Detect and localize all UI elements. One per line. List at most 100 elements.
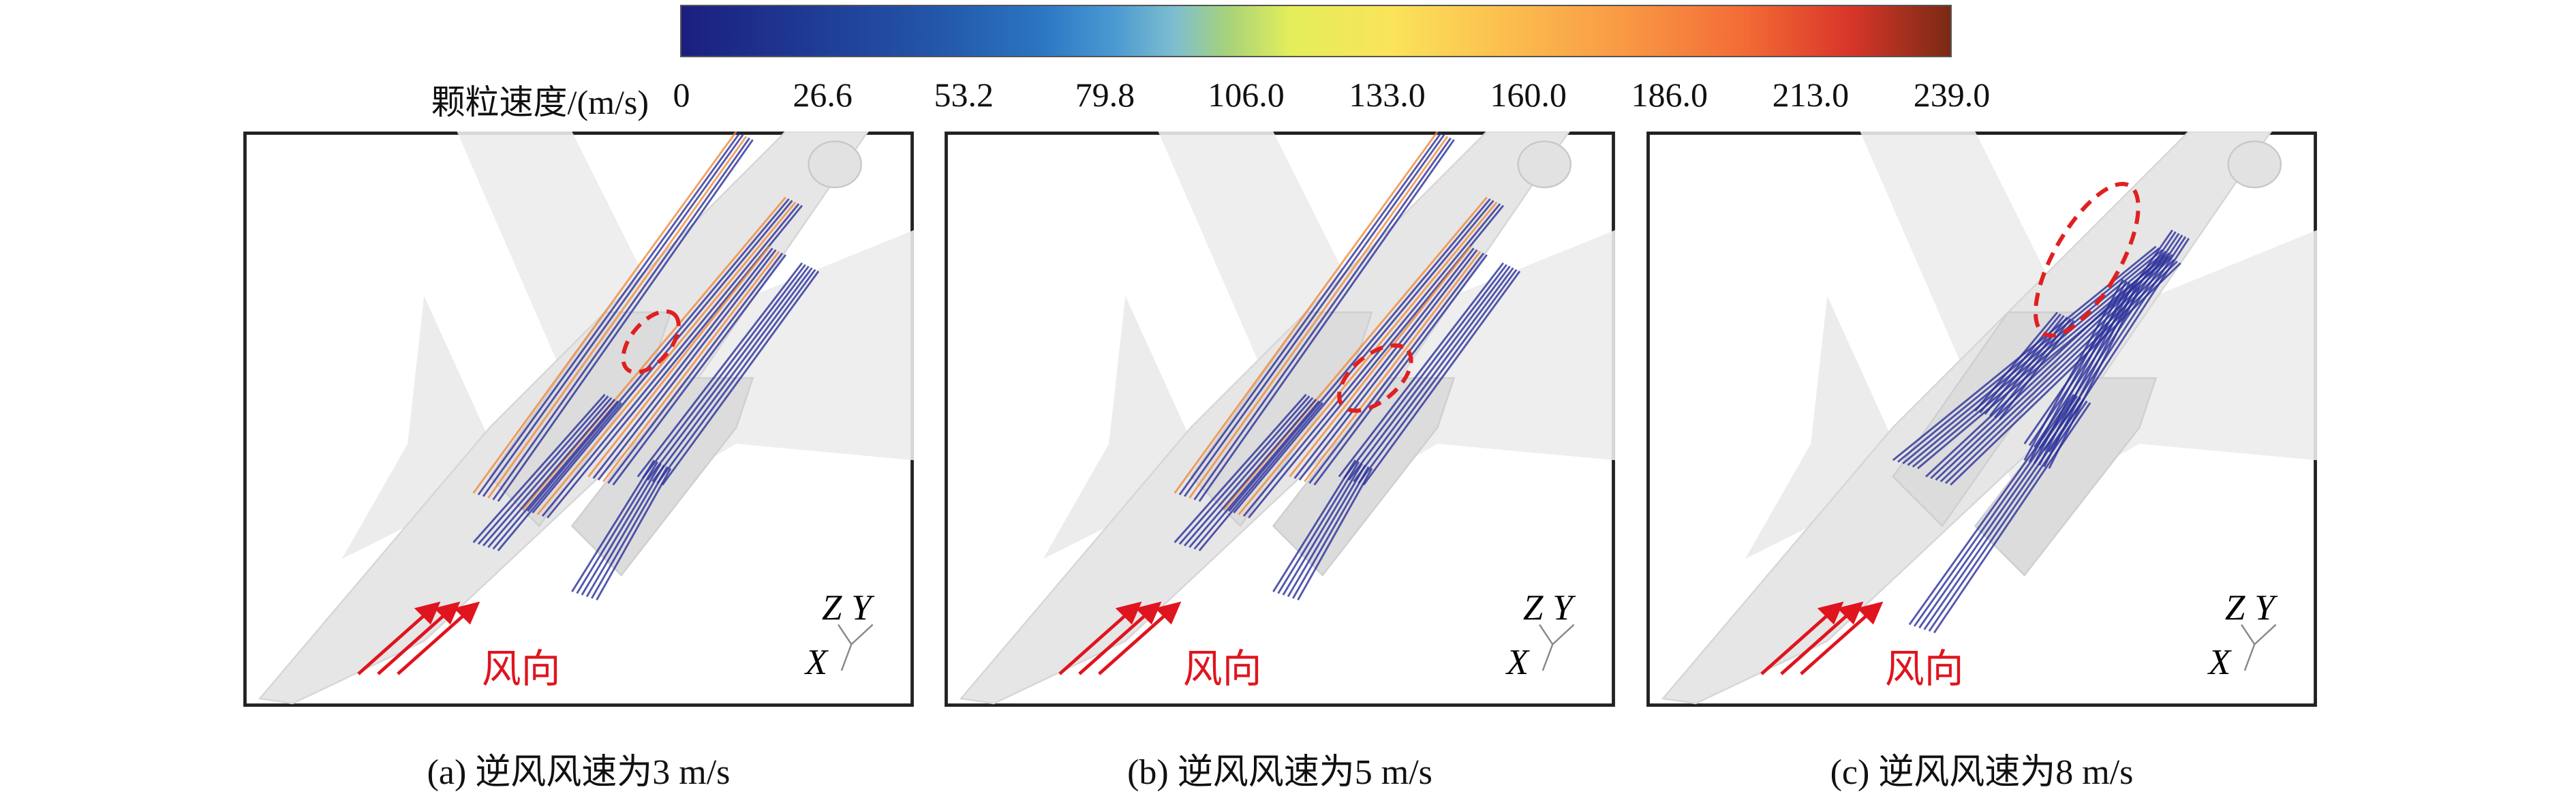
particle-streak [1999,320,2075,420]
particle-streak [1287,464,1366,598]
particle-streak [2028,231,2177,446]
particle-streak [2028,280,2128,463]
colorbar-tick-label: 106.0 [1208,76,1285,114]
panel: 风向 Z YX [945,132,1615,707]
particle-streak [1178,132,1442,495]
axis-line [840,643,853,671]
particle-streak [651,267,813,483]
particle-streak [477,395,609,545]
particle-streak [1348,265,1511,481]
particle-streak [1189,399,1317,549]
colorbar-tick-label: 160.0 [1490,76,1567,114]
particle-streak [1233,200,1494,514]
particle-streak [1223,196,1488,510]
particle-streak [1908,393,2075,626]
colorbar-tick-label: 0 [673,76,690,114]
particle-streak [2048,287,2141,469]
axis-label: Y [2254,588,2278,628]
particle-streak [585,464,665,598]
wind-label: 风向 [482,645,561,692]
particle-streak [1974,311,2059,412]
wind-label: 风向 [1885,645,1964,692]
particle-streak [521,196,786,510]
particle-streak [1292,466,1370,599]
colorbar-tick-label: 213.0 [1772,76,1850,114]
nozzle [1517,140,1572,189]
wing [1158,132,1615,510]
particle-streak [1897,247,2160,463]
particle-streak [1979,313,2061,414]
axis-label: Z [1523,588,1544,628]
particle-streak [1189,136,1449,499]
panel: 风向 Z YX [1646,132,2317,707]
particle-streak [1928,400,2088,632]
particle-streak [591,466,669,599]
nozzle [2227,140,2282,189]
axis-line [2254,624,2277,645]
axis-line [1552,624,1575,645]
highlight-ellipse [1337,343,1413,413]
colorbar-tick-label: 186.0 [1631,76,1708,114]
axis-label: X [1505,643,1531,682]
particle-streak [1950,262,2181,486]
particle-streak [1289,245,1471,478]
particle-streak [1282,463,1363,596]
colorbar-tick-label: 133.0 [1349,76,1426,114]
particle-streak [1238,201,1498,515]
colorbar-tick-label: 239.0 [1913,76,1991,114]
highlight-ellipse [2033,181,2141,338]
wind-arrow [377,607,453,675]
axis-label: Y [851,588,875,628]
particle-streak [492,137,750,500]
particle-streak [661,271,820,486]
particle-streak [1184,397,1314,547]
particle-streak [1362,271,1521,486]
particle-streak [1242,203,1501,517]
particle-streak [2033,232,2180,448]
particle-streak [1304,251,1482,483]
particle-streak [1343,264,1507,479]
particle-streak [602,251,780,483]
particle-streak [1178,395,1310,545]
particle-streak [487,399,616,549]
particle-streak [1293,247,1475,479]
particle-streak [1918,397,2081,629]
wing [1860,132,2317,510]
particle-streak [472,132,737,494]
particle-streak [1994,318,2072,418]
particle-streak [1353,267,1514,483]
particle-streak [1174,393,1307,543]
wind-arrow [1760,607,1837,675]
particle-streak [1298,249,1478,481]
particle-streak [1313,254,1488,486]
wind-arrowhead [414,601,441,625]
panel-caption: (b) 逆风风速为5 m/s [1127,753,1432,792]
particle-streak [597,249,777,481]
particle-streak [541,203,800,517]
axis-line [838,624,853,645]
particle-streak [587,245,770,478]
axis-line [1542,643,1554,671]
particle-streak [612,254,786,486]
particle-streak [2038,234,2183,450]
wind-arrowhead [1837,601,1864,625]
particle-streak [2023,229,2173,444]
particle-streak [1228,198,1491,512]
axis-label: Y [1552,588,1576,628]
particle-streak [641,264,806,479]
nozzle [808,140,862,189]
particle-streak [482,397,613,547]
particle-streak [1308,252,1485,484]
wind-arrowhead [433,601,461,625]
particle-streak [1183,134,1445,498]
particle-streak [487,136,748,499]
particle-streak [497,139,754,502]
particle-streak [1338,262,1505,478]
particle-streak [576,461,658,594]
wind-arrow [1058,607,1135,675]
particle-streak [1193,137,1452,500]
particle-streak [1272,459,1357,592]
wind-arrowhead [1115,601,1142,625]
panel-caption: (c) 逆风风速为8 m/s [1830,753,2134,792]
